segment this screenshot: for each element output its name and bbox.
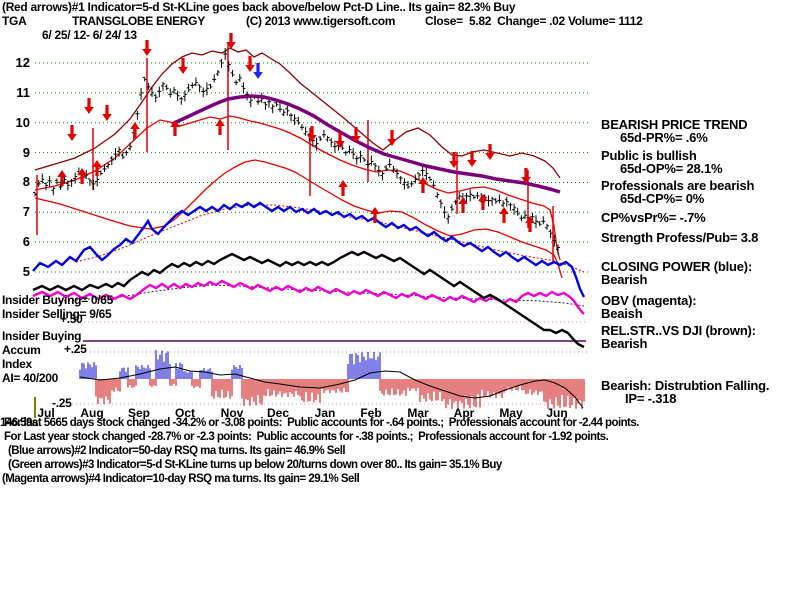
rel-strength-line <box>32 250 585 349</box>
distribution-status: Bearish: Distrubtion Falling. <box>601 378 770 393</box>
obv-title: OBV (magenta): <box>601 293 697 308</box>
accum-index-title-line3: Index <box>2 357 32 371</box>
price-tick-7: 7 <box>22 204 30 219</box>
band-upper-line <box>34 47 561 179</box>
red-down-arrows <box>67 33 531 184</box>
accum-index-value: AI= 40/200 <box>2 371 59 385</box>
footer-indicator4-legend: (Magenta arrows)#4 Indicator=10-day RSQ … <box>2 473 360 485</box>
month-label-oct: Oct <box>174 406 196 420</box>
closing-power-title: CLOSING POWER (blue): <box>601 259 753 274</box>
public-sentiment-title: Public is bullish <box>601 148 697 163</box>
price-tick-6: 6 <box>22 234 30 249</box>
price-tick-8: 8 <box>22 174 30 189</box>
blue-down-arrows <box>253 63 263 79</box>
ohlc-price-bars <box>33 48 560 255</box>
band-mid-line <box>34 115 561 261</box>
price-tick-12: 12 <box>15 55 30 70</box>
red-up-arrows <box>57 119 535 232</box>
purple-ma-65d-line <box>171 94 561 194</box>
band-lower-line <box>34 159 563 279</box>
rel-strength-title: REL.STR..VS DJI (brown): <box>601 323 756 338</box>
footer-5665day-summary: For last 5665 days stock changed -34.2% … <box>4 417 639 429</box>
accum-index-title-line2: Accum <box>2 343 41 357</box>
footer-overlap-text: 146.59a <box>0 417 38 429</box>
professional-sentiment-value: 65d-CP%= 0% <box>620 191 705 206</box>
obv-line <box>32 279 585 315</box>
plus25-scale-label: +.25 <box>64 342 87 356</box>
minus25-scale-label: -.25 <box>52 396 72 410</box>
month-label-jan: Jan <box>314 406 336 420</box>
month-label-feb: Feb <box>360 406 382 420</box>
ip-value: IP= -.318 <box>625 391 677 406</box>
month-label-dec: Dec <box>266 406 290 420</box>
public-sentiment-value: 65d-OP%= 28.1% <box>620 161 723 176</box>
closing-power-ma-line <box>75 204 585 273</box>
professional-sentiment-title: Professionals are bearish <box>601 178 755 193</box>
price-tick-10: 10 <box>15 115 30 130</box>
month-label-aug: Aug <box>80 406 104 420</box>
obv-status: Beaish <box>601 306 643 321</box>
accum-index-title-line1: Insider Buying <box>2 329 82 343</box>
month-label-mar: Mar <box>407 406 429 420</box>
price-tick-9: 9 <box>22 145 30 160</box>
quote-summary: Close= 5.82 Change= .02 Volume= 1112 <box>425 14 643 28</box>
footer-indicator2-legend: (Blue arrows)#2 Indicator=50-day RSQ ma … <box>8 445 346 457</box>
cp-vs-pr-value: CP%vsPr%= -.7% <box>601 210 706 225</box>
plus50-scale-label: +.50 <box>60 312 83 326</box>
strength-ratio-value: Strength Profess/Pub= 3.8 <box>601 230 759 245</box>
price-trend-value: 65d-PR%= .6% <box>620 130 708 145</box>
insider-selling-count: Insider Selling= 9/65 <box>2 307 112 321</box>
insider-buying-count: Insider Buying= 0/65 <box>2 293 114 307</box>
footer-lastyear-summary: For Last year stock changed -28.7% or -2… <box>4 431 609 443</box>
rel-strength-status: Bearish <box>601 336 648 351</box>
price-gridlines <box>35 62 588 273</box>
month-label-nov: Nov <box>220 406 244 420</box>
price-tick-11: 11 <box>16 85 30 100</box>
footer-indicator3-legend: (Green arrows)#3 Indicator=5-d St-KLine … <box>8 459 502 471</box>
signal-spike-lines <box>36 44 554 262</box>
price-trend-title: BEARISH PRICE TREND <box>601 117 748 132</box>
date-range: 6/ 25/ 12- 6/ 24/ 13 <box>42 28 137 42</box>
month-label-jul: Jul <box>37 406 55 420</box>
closing-power-status: Bearish <box>601 272 648 287</box>
month-label-apr: Apr <box>453 406 475 420</box>
month-label-jun: Jun <box>546 406 568 420</box>
ticker-symbol: TGA <box>2 14 27 28</box>
accumulation-histogram <box>79 350 585 409</box>
price-tick-5: 5 <box>22 264 30 279</box>
accum-ma-line <box>79 366 584 409</box>
month-label-sep: Sep <box>127 406 151 420</box>
indicator1-legend: (Red arrows)#1 Indicator=5-d St-KLine go… <box>2 0 516 14</box>
copyright-notice: (C) 2013 www.tigersoft.com <box>246 14 396 28</box>
month-label-may: May <box>499 406 523 420</box>
company-name: TRANSGLOBE ENERGY <box>72 14 205 28</box>
closing-power-line <box>32 201 586 298</box>
